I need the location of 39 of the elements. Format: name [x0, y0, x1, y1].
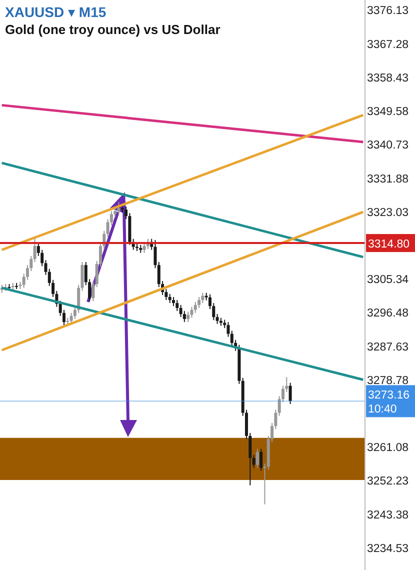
y-tick-label: 3376.13: [367, 5, 409, 18]
y-tick-label: 3340.73: [367, 140, 409, 152]
candlestick: [256, 448, 259, 468]
y-tick-label: 3323.03: [367, 206, 409, 219]
ref-line-label: 3314.80: [368, 238, 410, 251]
candlestick: [288, 382, 292, 405]
y-tick-label: 3261.08: [367, 442, 409, 454]
y-tick-label: 3252.23: [367, 476, 409, 488]
candlestick: [33, 238, 36, 263]
candlestick: [176, 300, 179, 312]
candlestick: [201, 292, 204, 304]
candlestick: [226, 322, 230, 338]
y-tick-label: 3349.58: [367, 106, 409, 118]
candlestick: [260, 448, 263, 472]
candlestick: [117, 202, 120, 215]
y-tick-label: 3305.34: [367, 274, 410, 286]
candlestick: [194, 301, 197, 314]
candlestick: [179, 304, 182, 318]
candlestick: [252, 454, 256, 468]
ref-line-label: 3273.16 10:40: [368, 390, 410, 416]
y-tick-label: 3278.78: [367, 374, 409, 387]
y-tick-label: 3234.53: [367, 542, 409, 555]
y-tick-label: 3358.43: [367, 72, 409, 84]
y-tick-label: 3296.48: [367, 308, 409, 320]
candlestick: [154, 240, 157, 269]
candlestick: [190, 306, 194, 318]
y-tick-label: 3243.38: [367, 509, 409, 522]
text: Gold (one troy ounce) vs US Dollar: [5, 21, 220, 38]
candlestick: [172, 296, 175, 307]
y-tick-label: 3367.28: [367, 38, 409, 51]
y-tick-label: 3287.63: [367, 341, 409, 354]
candlestick: [142, 242, 146, 254]
chart-title: XAUUSD ▾ M15: [5, 4, 108, 21]
candlestick: [92, 280, 95, 302]
candlestick: [263, 463, 266, 505]
candlestick: [216, 314, 219, 324]
candlestick: [186, 311, 190, 323]
candlestick: [168, 293, 172, 304]
y-tick-label: 3331.88: [367, 173, 409, 186]
